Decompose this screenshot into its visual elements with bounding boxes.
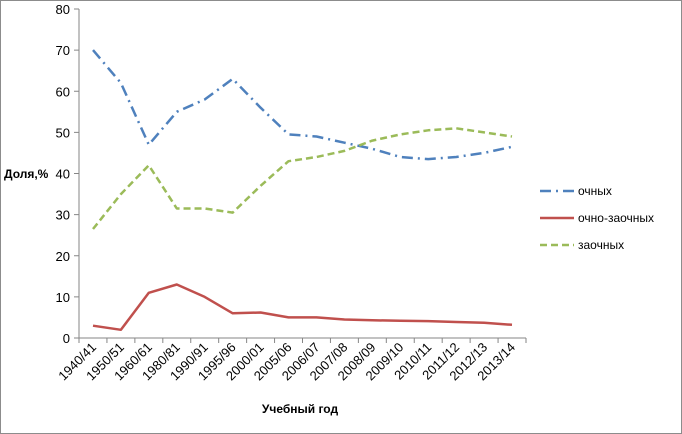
y-tick-label: 50 [56,125,70,140]
series-line-2 [92,283,513,332]
legend-label: очных [578,184,612,198]
y-tick-label: 60 [56,84,70,99]
x-axis-title: Учебный год [262,402,339,416]
y-tick-label: 70 [56,43,70,58]
y-axis-title: Доля,% [4,167,49,181]
y-tick-labels: 0 10 20 30 40 50 60 70 80 [56,2,70,346]
y-tick-label: 10 [56,290,70,305]
series-line-1 [92,49,513,161]
y-tick-label: 30 [56,208,70,223]
legend: очных очно-заочных заочных [540,184,654,252]
y-tick-label: 0 [63,331,70,346]
y-tick-label: 40 [56,167,70,182]
series-lines [92,49,513,332]
series-line-3 [92,127,513,230]
y-tick-label: 20 [56,249,70,264]
axes [74,8,527,343]
legend-label: очно-заочных [578,211,654,225]
legend-label: заочных [578,238,624,252]
y-tick-label: 80 [56,2,70,17]
x-tick-labels: 1940/411950/511960/611980/811990/911995/… [55,340,518,384]
